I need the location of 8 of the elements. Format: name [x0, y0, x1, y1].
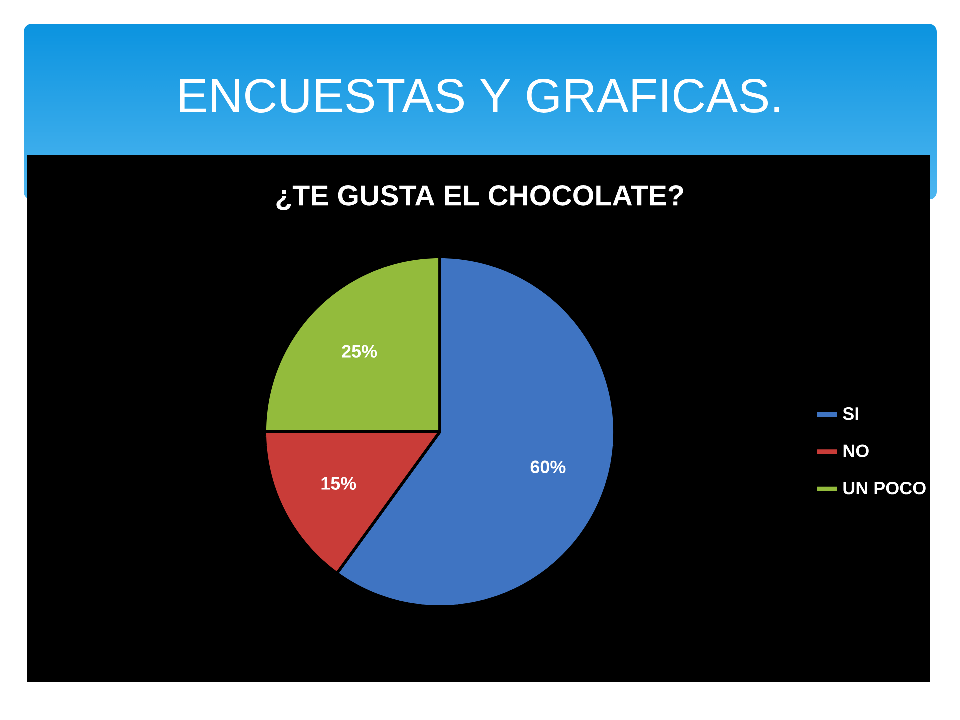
chart-subtitle: ¿TE GUSTA EL CHOCOLATE?: [276, 186, 684, 210]
legend-label: UN POCO: [844, 482, 926, 495]
data-label: 15%: [322, 477, 356, 490]
legend-label: NO: [844, 444, 869, 458]
data-label: 25%: [342, 345, 378, 358]
chart-title: ENCUESTAS Y GRAFICAS.: [180, 79, 780, 113]
data-label: 60%: [530, 460, 566, 474]
legend-label: SI: [843, 407, 858, 420]
